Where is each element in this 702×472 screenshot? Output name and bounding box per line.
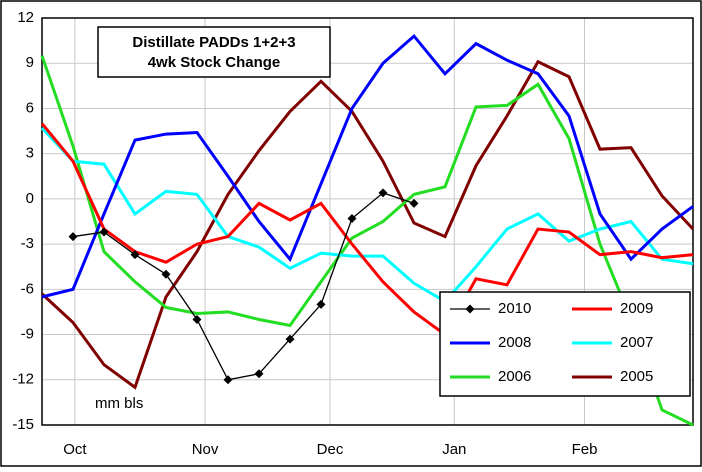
series-line (40, 122, 694, 337)
series-line (40, 127, 694, 304)
chart-subtitle: 4wk Stock Change (148, 54, 281, 71)
series-line (40, 59, 695, 390)
data-point (378, 188, 388, 198)
plot-border (41, 17, 694, 426)
data-point (68, 232, 78, 242)
legend-label: 2010 (498, 300, 531, 317)
data-point (192, 314, 202, 324)
series-line (41, 33, 694, 299)
legend-label: 2009 (620, 300, 653, 317)
y-tick-label: -9 (21, 326, 34, 343)
series-line (40, 55, 694, 427)
y-tick-label: 12 (17, 9, 34, 26)
annotation: mm bls (95, 395, 143, 412)
y-tick-label: 6 (26, 99, 34, 116)
legend-label: 2007 (620, 334, 653, 351)
data-point (409, 198, 419, 208)
data-point (347, 213, 357, 223)
data-point (161, 269, 171, 279)
y-tick-label: 0 (26, 190, 34, 207)
legend-label: 2005 (620, 368, 653, 385)
x-tick-label: Feb (572, 441, 598, 458)
chart-title: Distillate PADDs 1+2+3 (132, 34, 295, 51)
x-tick-label: Jan (442, 441, 466, 458)
data-point (254, 369, 264, 379)
legend-label: 2008 (498, 334, 531, 351)
y-tick-label: 3 (26, 145, 34, 162)
data-point (285, 334, 295, 344)
title-box (97, 26, 331, 78)
y-tick-label: -6 (21, 280, 34, 297)
data-point (130, 250, 140, 260)
y-tick-label: -12 (12, 371, 34, 388)
y-tick-label: -3 (21, 235, 34, 252)
x-tick-label: Nov (192, 441, 219, 458)
data-point (223, 375, 233, 385)
y-tick-label: 9 (26, 54, 34, 71)
y-tick-label: -15 (12, 416, 34, 433)
data-point (99, 227, 109, 237)
x-tick-label: Oct (63, 441, 87, 458)
x-tick-label: Dec (317, 441, 344, 458)
data-point (316, 299, 326, 309)
legend-marker (465, 304, 475, 314)
series-line (72, 192, 415, 381)
legend-label: 2006 (498, 368, 531, 385)
